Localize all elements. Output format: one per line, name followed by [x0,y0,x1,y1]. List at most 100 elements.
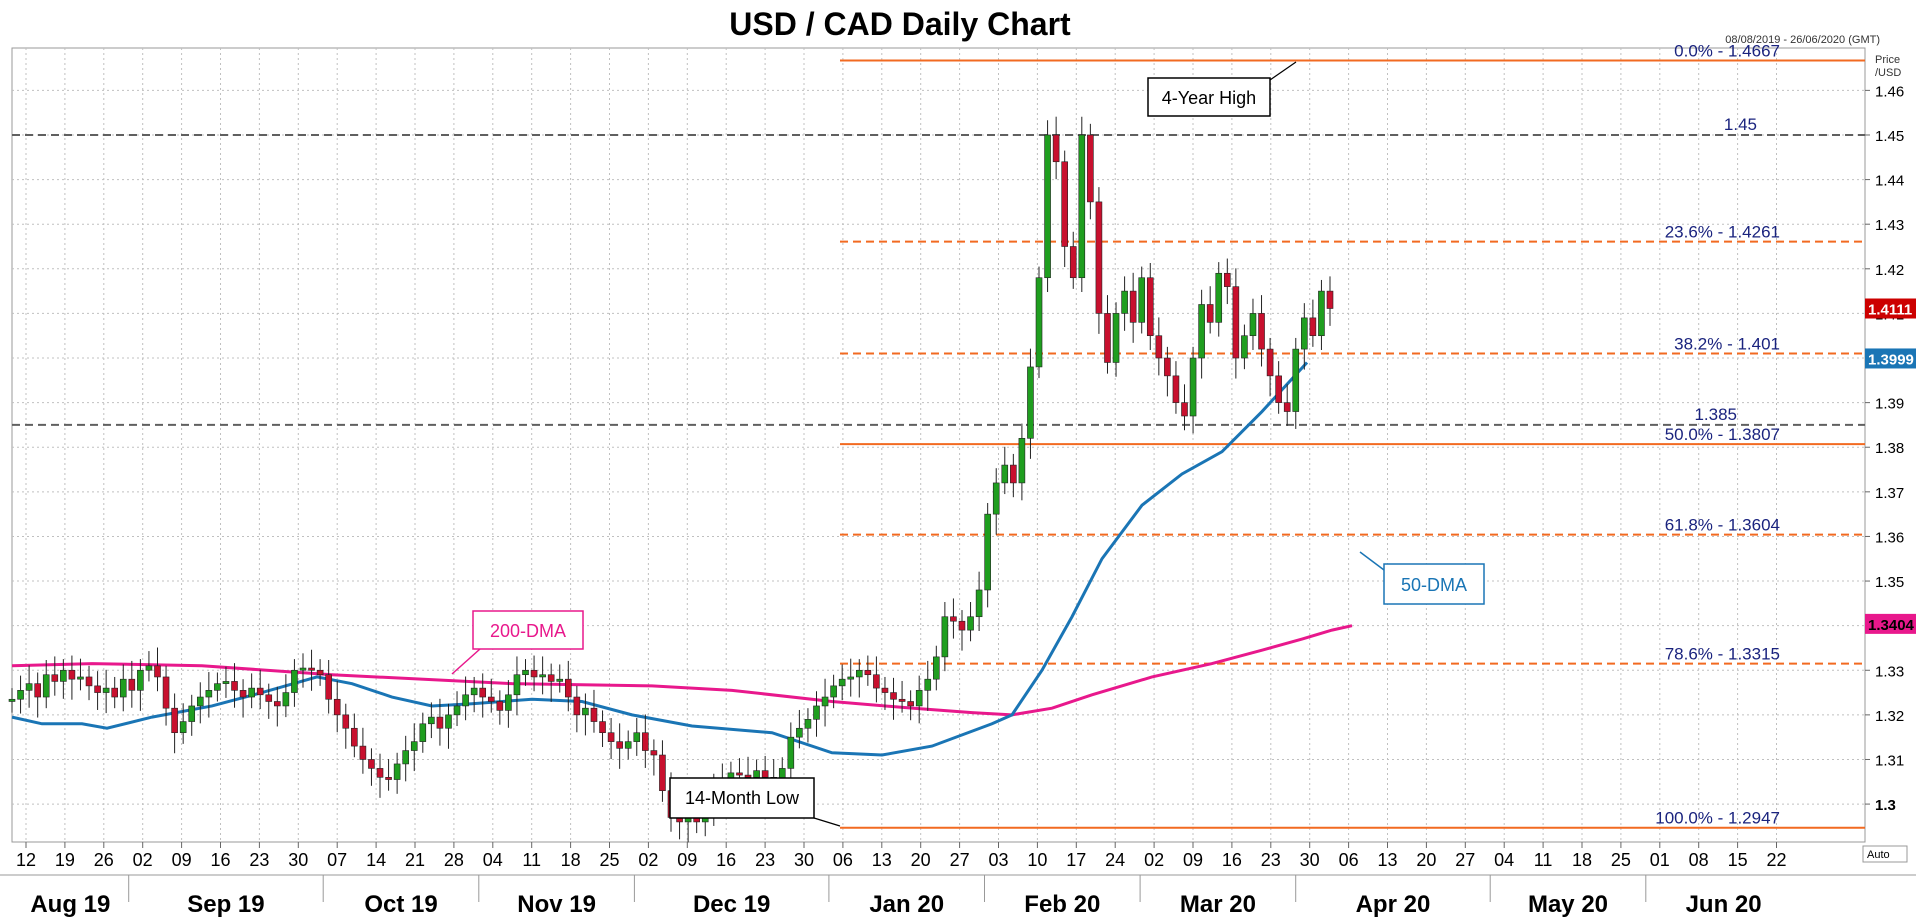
candle-body [933,656,940,680]
price-tag-box [1865,298,1916,319]
ma-line-50-dma [11,361,1309,757]
candle-body [1035,277,1043,368]
candle-body [624,741,632,749]
x-day-label: 30 [794,850,814,870]
candle-body [102,687,110,693]
candle-body [1138,277,1146,323]
x-day-label: 01 [1650,850,1670,870]
candle-body [1001,464,1009,484]
candle-body [188,705,196,722]
candle-body [179,721,187,734]
candle-body [873,674,880,689]
candle-body [376,768,384,778]
x-day-label: 20 [1416,850,1436,870]
y-tick-label: 1.35 [1875,574,1904,591]
candle-body [111,687,119,698]
candle-body [1121,290,1128,314]
price-tag-label: 1.4111 [1868,302,1912,319]
candle-body [137,669,144,691]
candle-body [1275,375,1282,403]
candle-body [1112,313,1120,363]
candle-body [650,750,658,756]
annotation-pointer [1359,551,1385,571]
x-day-label: 30 [288,850,308,870]
candle-body [582,707,589,716]
x-day-label: 18 [561,850,581,870]
candle-body [393,763,401,780]
annotation-box-200dma [472,610,584,650]
y-tick-label: 1.32 [1875,708,1904,725]
candle-body [659,754,666,792]
candle-body [941,616,949,658]
auto-label: Auto [1867,849,1890,861]
price-tag-label: 1.3404 [1868,617,1915,634]
x-day-label: 27 [950,850,970,870]
date-range: 08/08/2019 - 26/06/2020 (GMT) [1725,34,1880,46]
candle-body [787,736,795,769]
candle-body [967,616,974,631]
candle-body [633,732,641,742]
candle-body [453,705,461,716]
annotation-box-4yr-high [1147,77,1271,117]
x-day-label: 04 [1494,850,1514,870]
candle-body [1172,375,1180,403]
candle-body [847,676,855,680]
y-tick-label: 1.36 [1875,529,1904,546]
candle-body [1078,134,1086,279]
candle-body [539,674,546,678]
candle-body [813,705,820,720]
candle-body [470,687,478,696]
x-day-label: 10 [1027,850,1047,870]
candle-body [487,696,495,702]
x-day-label: 13 [1377,850,1397,870]
fib-level-label: 50.0% - 1.3807 [1665,425,1780,444]
candle-body [325,674,332,700]
price-axis-label-2: /USD [1875,67,1901,79]
candle-body [42,674,50,698]
candle-body [838,678,846,687]
candle-body [402,750,409,765]
x-day-label: 11 [1534,850,1553,870]
x-day-label: 23 [755,850,775,870]
candle-body [1215,272,1223,323]
candle-body [17,690,24,700]
candles-layer [8,116,1334,843]
candle-body [1155,335,1163,359]
candle-body [830,685,837,698]
candle-body [1027,366,1034,439]
price-level-label: 1.385 [1694,405,1737,424]
x-month-label: Sep 19 [187,891,264,918]
x-month-label: Aug 19 [30,891,110,918]
x-day-label: 25 [599,850,619,870]
candle-body [222,681,230,684]
candle-body [1309,317,1317,337]
x-day-label: 02 [1144,850,1164,870]
candle-body [128,678,136,691]
x-day-label: 09 [677,850,697,870]
fib-level-label: 61.8% - 1.3604 [1665,516,1780,535]
candle-body [1241,335,1248,359]
candle-body [1266,348,1274,377]
candle-body [25,683,33,691]
candle-body [1206,304,1214,323]
x-day-label: 12 [16,850,36,870]
candle-body [513,674,521,696]
candle-body [607,732,615,742]
candle-body [855,669,863,678]
fib-level-label: 38.2% - 1.401 [1674,335,1780,354]
ma-line-200-dma [11,624,1353,717]
candle-body [924,678,932,691]
candle-body [385,777,392,780]
chart-title: USD / CAD Daily Chart [729,6,1071,42]
price-tag-label: 1.3999 [1868,351,1914,368]
annotation-pointer [1269,61,1297,81]
candle-body [547,674,555,682]
x-day-label: 02 [133,850,153,870]
candle-body [1198,304,1205,359]
candle-body [368,759,375,769]
annotation-4yr-high: 4-Year High [1162,88,1256,108]
candle-body [248,687,255,698]
y-tick-label: 1.44 [1875,173,1904,190]
